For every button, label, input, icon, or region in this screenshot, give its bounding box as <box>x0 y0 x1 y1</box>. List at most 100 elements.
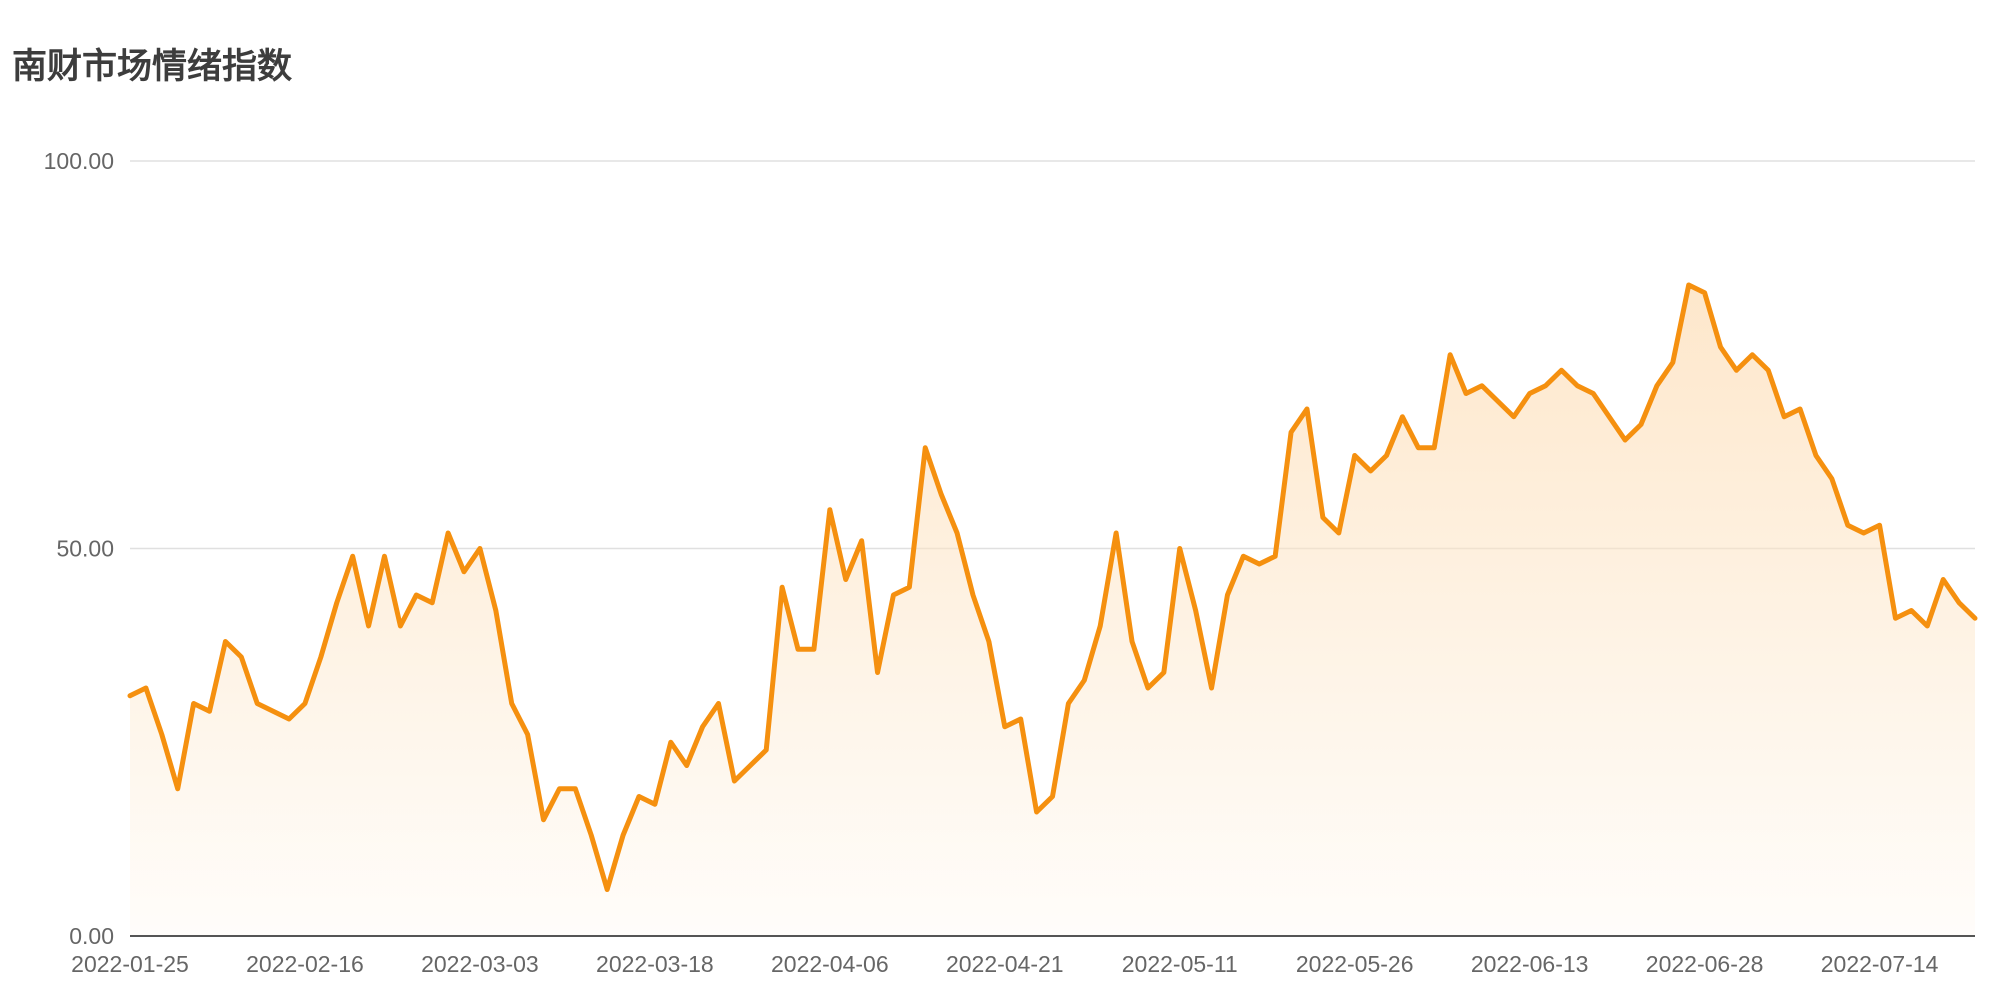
data-point[interactable] <box>712 698 724 710</box>
data-point[interactable] <box>1237 550 1249 562</box>
data-point[interactable] <box>585 829 597 841</box>
data-point[interactable] <box>1333 527 1345 539</box>
data-point[interactable] <box>935 488 947 500</box>
data-point[interactable] <box>1858 527 1870 539</box>
data-point[interactable] <box>553 783 565 795</box>
data-point[interactable] <box>951 527 963 539</box>
data-point[interactable] <box>172 783 184 795</box>
data-point[interactable] <box>458 566 470 578</box>
data-point[interactable] <box>394 620 406 632</box>
data-point[interactable] <box>1253 558 1265 570</box>
data-point[interactable] <box>283 713 295 725</box>
data-point[interactable] <box>1794 403 1806 415</box>
data-point[interactable] <box>1746 349 1758 361</box>
data-point[interactable] <box>983 636 995 648</box>
data-point[interactable] <box>744 760 756 772</box>
data-point[interactable] <box>1460 388 1472 400</box>
data-point[interactable] <box>840 574 852 586</box>
data-point[interactable] <box>1874 519 1886 531</box>
data-point[interactable] <box>1937 574 1949 586</box>
data-point[interactable] <box>1667 357 1679 369</box>
data-point[interactable] <box>426 597 438 609</box>
data-point[interactable] <box>378 550 390 562</box>
data-point[interactable] <box>1571 380 1583 392</box>
data-point[interactable] <box>1206 682 1218 694</box>
data-point[interactable] <box>1699 287 1711 299</box>
data-point[interactable] <box>363 620 375 632</box>
data-point[interactable] <box>474 543 486 555</box>
data-point[interactable] <box>1905 605 1917 617</box>
data-point[interactable] <box>760 744 772 756</box>
data-point[interactable] <box>235 651 247 663</box>
data-point[interactable] <box>1476 380 1488 392</box>
data-point[interactable] <box>1715 341 1727 353</box>
data-point[interactable] <box>204 705 216 717</box>
data-point[interactable] <box>1826 473 1838 485</box>
data-point[interactable] <box>1015 713 1027 725</box>
data-point[interactable] <box>903 581 915 593</box>
data-point[interactable] <box>1047 791 1059 803</box>
data-point[interactable] <box>410 589 422 601</box>
data-point[interactable] <box>617 829 629 841</box>
data-point[interactable] <box>331 597 343 609</box>
data-point[interactable] <box>1317 512 1329 524</box>
data-point[interactable] <box>1269 550 1281 562</box>
data-point[interactable] <box>1778 411 1790 423</box>
data-point[interactable] <box>267 705 279 717</box>
data-point[interactable] <box>1126 636 1138 648</box>
data-point[interactable] <box>1587 388 1599 400</box>
data-point[interactable] <box>156 729 168 741</box>
data-point[interactable] <box>1285 426 1297 438</box>
data-point[interactable] <box>1365 465 1377 477</box>
data-point[interactable] <box>1555 364 1567 376</box>
data-point[interactable] <box>506 698 518 710</box>
data-point[interactable] <box>299 698 311 710</box>
data-point[interactable] <box>442 527 454 539</box>
data-point[interactable] <box>1412 442 1424 454</box>
data-point[interactable] <box>1603 411 1615 423</box>
data-point[interactable] <box>1508 411 1520 423</box>
data-point[interactable] <box>569 783 581 795</box>
data-point[interactable] <box>490 605 502 617</box>
data-point[interactable] <box>315 651 327 663</box>
data-point[interactable] <box>1889 612 1901 624</box>
data-point[interactable] <box>1492 395 1504 407</box>
data-point[interactable] <box>887 589 899 601</box>
data-point[interactable] <box>1381 450 1393 462</box>
data-point[interactable] <box>1158 667 1170 679</box>
data-point[interactable] <box>124 690 136 702</box>
data-point[interactable] <box>1428 442 1440 454</box>
data-point[interactable] <box>188 698 200 710</box>
data-point[interactable] <box>219 636 231 648</box>
data-point[interactable] <box>1810 450 1822 462</box>
data-point[interactable] <box>649 798 661 810</box>
data-point[interactable] <box>1730 364 1742 376</box>
data-point[interactable] <box>824 504 836 516</box>
data-point[interactable] <box>1953 597 1965 609</box>
data-point[interactable] <box>792 643 804 655</box>
data-point[interactable] <box>1683 279 1695 291</box>
data-point[interactable] <box>967 589 979 601</box>
data-point[interactable] <box>1444 349 1456 361</box>
data-point[interactable] <box>1094 620 1106 632</box>
data-point[interactable] <box>522 729 534 741</box>
data-point[interactable] <box>1635 419 1647 431</box>
data-point[interactable] <box>1031 806 1043 818</box>
data-point[interactable] <box>1349 450 1361 462</box>
data-point[interactable] <box>1142 682 1154 694</box>
data-point[interactable] <box>140 682 152 694</box>
data-point[interactable] <box>538 814 550 826</box>
data-point[interactable] <box>1540 380 1552 392</box>
data-point[interactable] <box>251 698 263 710</box>
data-point[interactable] <box>1842 519 1854 531</box>
data-point[interactable] <box>728 775 740 787</box>
data-point[interactable] <box>1078 674 1090 686</box>
data-point[interactable] <box>1174 543 1186 555</box>
data-point[interactable] <box>808 643 820 655</box>
data-point[interactable] <box>1651 380 1663 392</box>
data-point[interactable] <box>856 535 868 547</box>
data-point[interactable] <box>1301 403 1313 415</box>
data-point[interactable] <box>697 721 709 733</box>
data-point[interactable] <box>999 721 1011 733</box>
data-point[interactable] <box>347 550 359 562</box>
